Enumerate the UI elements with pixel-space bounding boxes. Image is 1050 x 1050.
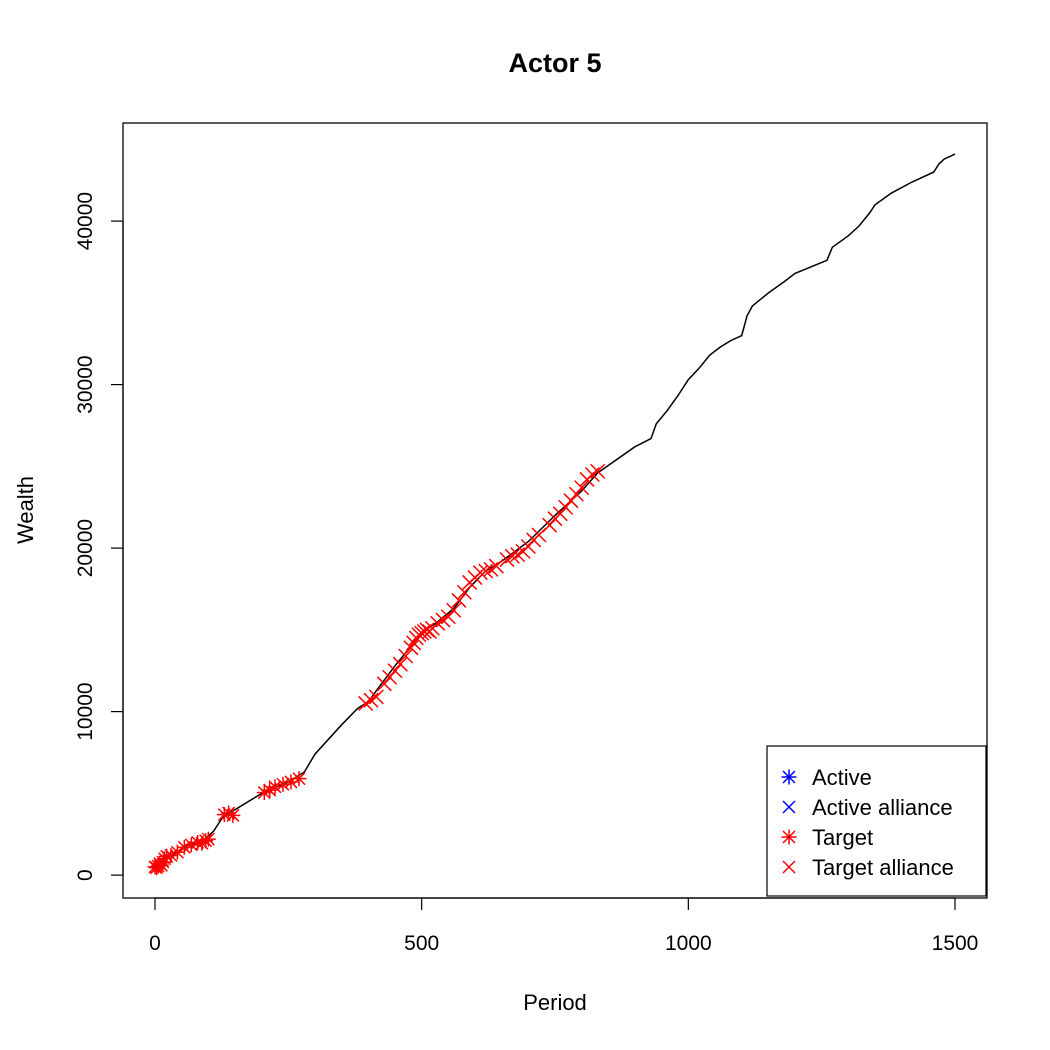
target-alliance-marker [483,561,499,577]
target-alliance-marker [392,656,408,672]
legend: Active Active alliance Target Target allian… [766,745,987,897]
legend-symbol-active-alliance [782,800,796,814]
target-marker [183,837,199,853]
legend-symbol-target-alliance [782,860,796,874]
x-tick-label: 0 [149,932,161,955]
target-alliance-marker [472,565,488,581]
chart-title: Actor 5 [508,48,601,78]
target-alliance-marker [552,506,568,522]
target-alliance-marker [403,640,419,656]
x-tick-label: 500 [404,932,439,955]
target-alliance-marker [478,563,494,579]
legend-label: Target [812,825,873,850]
target-alliance-marker [456,584,472,600]
legend-label: Target alliance [812,855,954,880]
target-alliance-marker [387,663,403,679]
event-markers [147,463,606,876]
target-alliance-marker [590,463,606,479]
target-marker [225,807,241,823]
legend-label: Active alliance [812,795,953,820]
target-alliance-marker [504,548,520,564]
x-tick-label: 1000 [665,932,712,955]
legend-symbol-target [781,829,797,845]
target-marker [291,771,307,787]
legend-symbol-active [781,769,797,785]
x-axis: 0 500 1000 1500 [149,897,979,955]
target-alliance-marker [488,558,504,574]
y-tick-label: 30000 [74,355,97,413]
target-marker [200,831,216,847]
target-marker [163,847,179,863]
legend-label: Active [812,765,872,790]
y-axis: 0 10000 20000 30000 40000 [74,192,124,881]
target-alliance-marker [558,499,574,515]
target-alliance-marker [363,692,379,708]
target-alliance-marker [446,602,462,618]
target-alliance-marker [382,669,398,685]
target-alliance-marker [568,486,584,502]
x-tick-label: 1500 [932,932,979,955]
target-alliance-marker [451,592,467,608]
target-alliance-marker [376,676,392,692]
target-alliance-marker [563,493,579,509]
y-tick-label: 40000 [74,192,97,250]
target-alliance-marker [574,480,590,496]
legend-box [766,745,987,897]
target-alliance-marker [440,609,456,625]
target-alliance-marker [398,648,414,664]
x-axis-label: Period [523,990,587,1015]
target-marker [221,805,237,821]
target-alliance-marker [368,689,384,705]
y-tick-label: 20000 [74,519,97,577]
y-tick-label: 0 [74,869,97,881]
y-tick-label: 10000 [74,682,97,740]
y-axis-label: Wealth [13,476,38,544]
